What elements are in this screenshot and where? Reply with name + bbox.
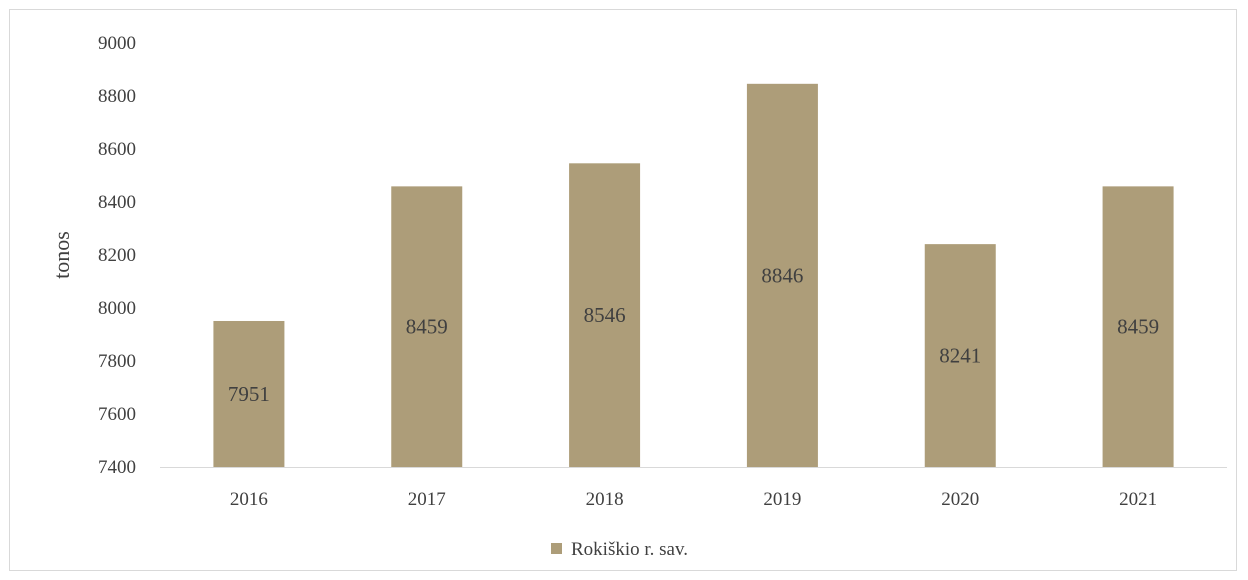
x-tick-label: 2019 <box>763 489 801 510</box>
data-label-2016: 7951 <box>228 382 270 406</box>
legend-label: Rokiškio r. sav. <box>571 539 688 560</box>
x-tick-label: 2016 <box>230 489 268 510</box>
bar-2016 <box>213 320 285 467</box>
y-axis-label: tonos <box>49 231 74 279</box>
y-tick-label: 7600 <box>98 404 136 425</box>
x-tick-label: 2017 <box>408 489 446 510</box>
bar-2018 <box>569 163 641 467</box>
data-label-2020: 8241 <box>939 344 981 368</box>
x-tick-label: 2018 <box>586 489 624 510</box>
bar-2017 <box>391 186 463 468</box>
y-tick-label: 8600 <box>98 139 136 160</box>
y-tick-label: 7800 <box>98 351 136 372</box>
bar-2019 <box>746 83 818 467</box>
data-label-2021: 8459 <box>1117 315 1159 339</box>
y-tick-label: 8000 <box>98 298 136 319</box>
y-tick-label: 8200 <box>98 245 136 266</box>
legend-swatch <box>551 543 562 554</box>
data-label-2018: 8546 <box>584 303 626 327</box>
bar-2020 <box>924 244 996 467</box>
legend: Rokiškio r. sav. <box>551 539 688 560</box>
y-tick-label: 7400 <box>98 457 136 478</box>
data-label-2019: 8846 <box>761 263 803 287</box>
bar-2021 <box>1102 186 1174 468</box>
x-tick-label: 2020 <box>941 489 979 510</box>
x-tick-label: 2021 <box>1119 489 1157 510</box>
y-tick-label: 9000 <box>98 33 136 54</box>
data-label-2017: 8459 <box>406 315 448 339</box>
y-tick-label: 8400 <box>98 192 136 213</box>
y-tick-label: 8800 <box>98 86 136 107</box>
